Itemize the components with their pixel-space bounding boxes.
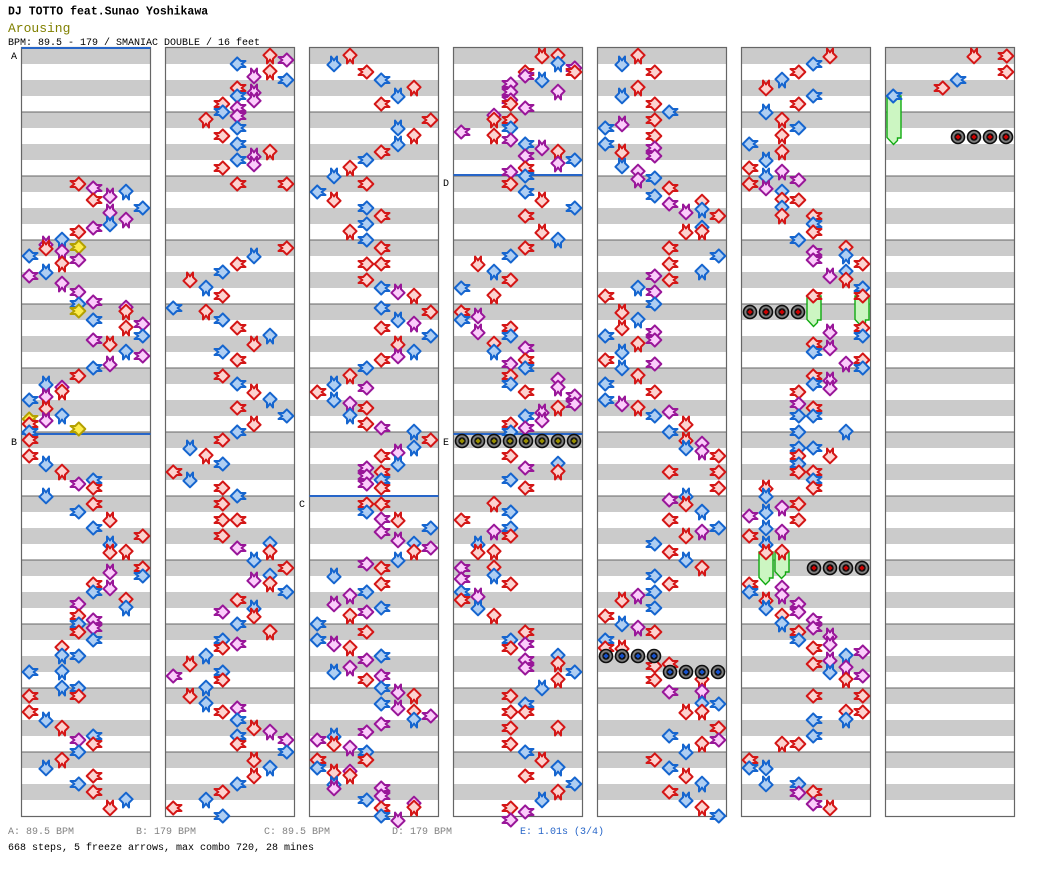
svg-text:C: 89.5 BPM: C: 89.5 BPM [264,827,330,838]
svg-text:A: A [11,52,17,63]
svg-text:B: B [11,438,17,449]
svg-text:E: 1.01s (3/4): E: 1.01s (3/4) [520,826,604,838]
svg-text:B: 179 BPM: B: 179 BPM [136,827,196,838]
svg-text:DJ TOTTO feat.Sunao Yoshikawa: DJ TOTTO feat.Sunao Yoshikawa [8,6,208,19]
svg-text:C: C [299,500,305,511]
svg-text:D: 179 BPM: D: 179 BPM [392,827,452,838]
svg-text:Arousing: Arousing [8,21,70,36]
svg-text:BPM: 89.5 - 179 / SMANIAC DOUB: BPM: 89.5 - 179 / SMANIAC DOUBLE / 16 fe… [8,37,260,49]
svg-text:A: 89.5 BPM: A: 89.5 BPM [8,827,74,838]
svg-text:668 steps, 5 freeze arrows, ma: 668 steps, 5 freeze arrows, max combo 72… [8,842,314,854]
svg-text:D: D [443,179,449,190]
svg-text:E: E [443,438,449,449]
